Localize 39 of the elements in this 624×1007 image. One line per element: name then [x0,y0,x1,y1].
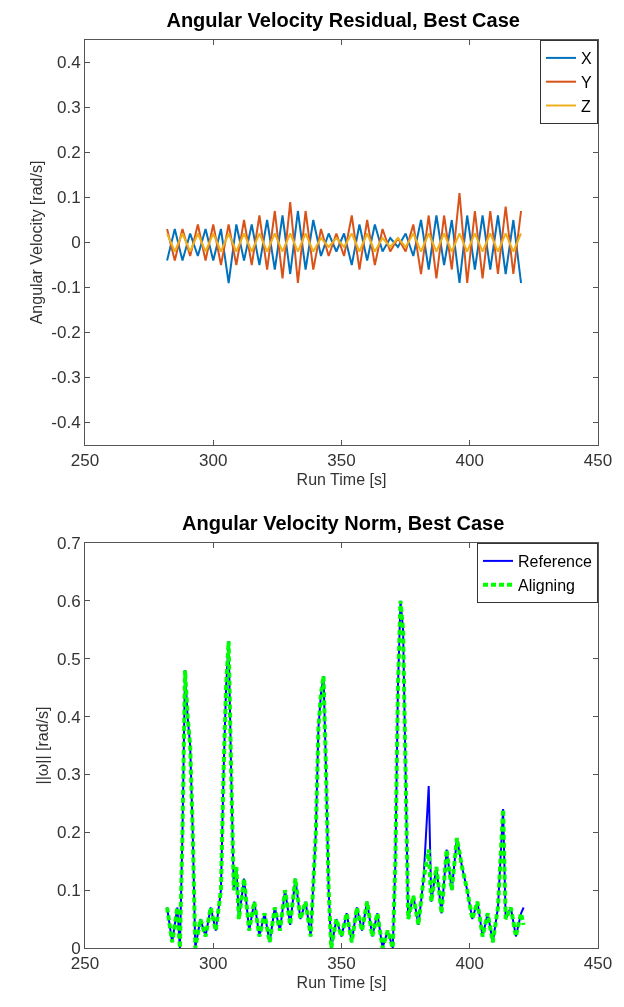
line-series [166,232,523,253]
x-axis-title: Run Time [s] [296,471,387,489]
x-tick-label: 450 [583,954,613,974]
legend-label: Z [581,97,591,115]
x-axis-title: Run Time [s] [296,974,387,992]
x-tick-label: 400 [455,954,484,974]
legend-label: Reference [518,553,592,571]
line-series [166,210,523,284]
legend-label: Y [581,73,592,91]
y-tick-label: 0.6 [56,591,81,611]
y-tick-label: -0.2 [51,323,81,343]
x-tick-label: 350 [327,954,356,974]
y-tick-label: 0.2 [56,823,81,843]
y-tick-label: -0.1 [51,278,81,298]
y-tick-label: 0.1 [56,188,81,208]
y-tick-label: -0.4 [51,413,81,433]
chart-title: Angular Velocity Norm, Best Case [182,511,505,534]
y-tick-label: 0 [71,233,81,253]
y-tick-label: 0.5 [56,649,81,669]
x-tick-label: 300 [199,451,228,471]
y-tick-label: 0.4 [56,53,81,73]
y-tick-label: 0.7 [56,533,81,553]
x-tick-label: 350 [327,451,356,471]
y-axis-title: Angular Velocity [rad/s] [28,160,46,325]
legend-label: X [581,50,592,68]
y-tick-label: -0.3 [51,368,81,388]
y-tick-label: 0.3 [56,765,81,785]
x-tick-label: 300 [199,954,228,974]
line-series [166,192,523,284]
chart-title: Angular Velocity Residual, Best Case [166,8,520,31]
x-tick-label: 450 [583,451,613,471]
y-tick-label: 0.2 [56,143,81,163]
legend-label: Aligning [518,576,575,594]
y-tick-label: 0.3 [56,98,81,118]
x-tick-label: 400 [455,451,484,471]
y-tick-label: 0.4 [56,707,81,727]
x-tick-label: 250 [70,451,100,471]
y-tick-label: 0.1 [56,881,81,901]
y-axis-title: ||ω|| [rad/s] [33,706,51,785]
